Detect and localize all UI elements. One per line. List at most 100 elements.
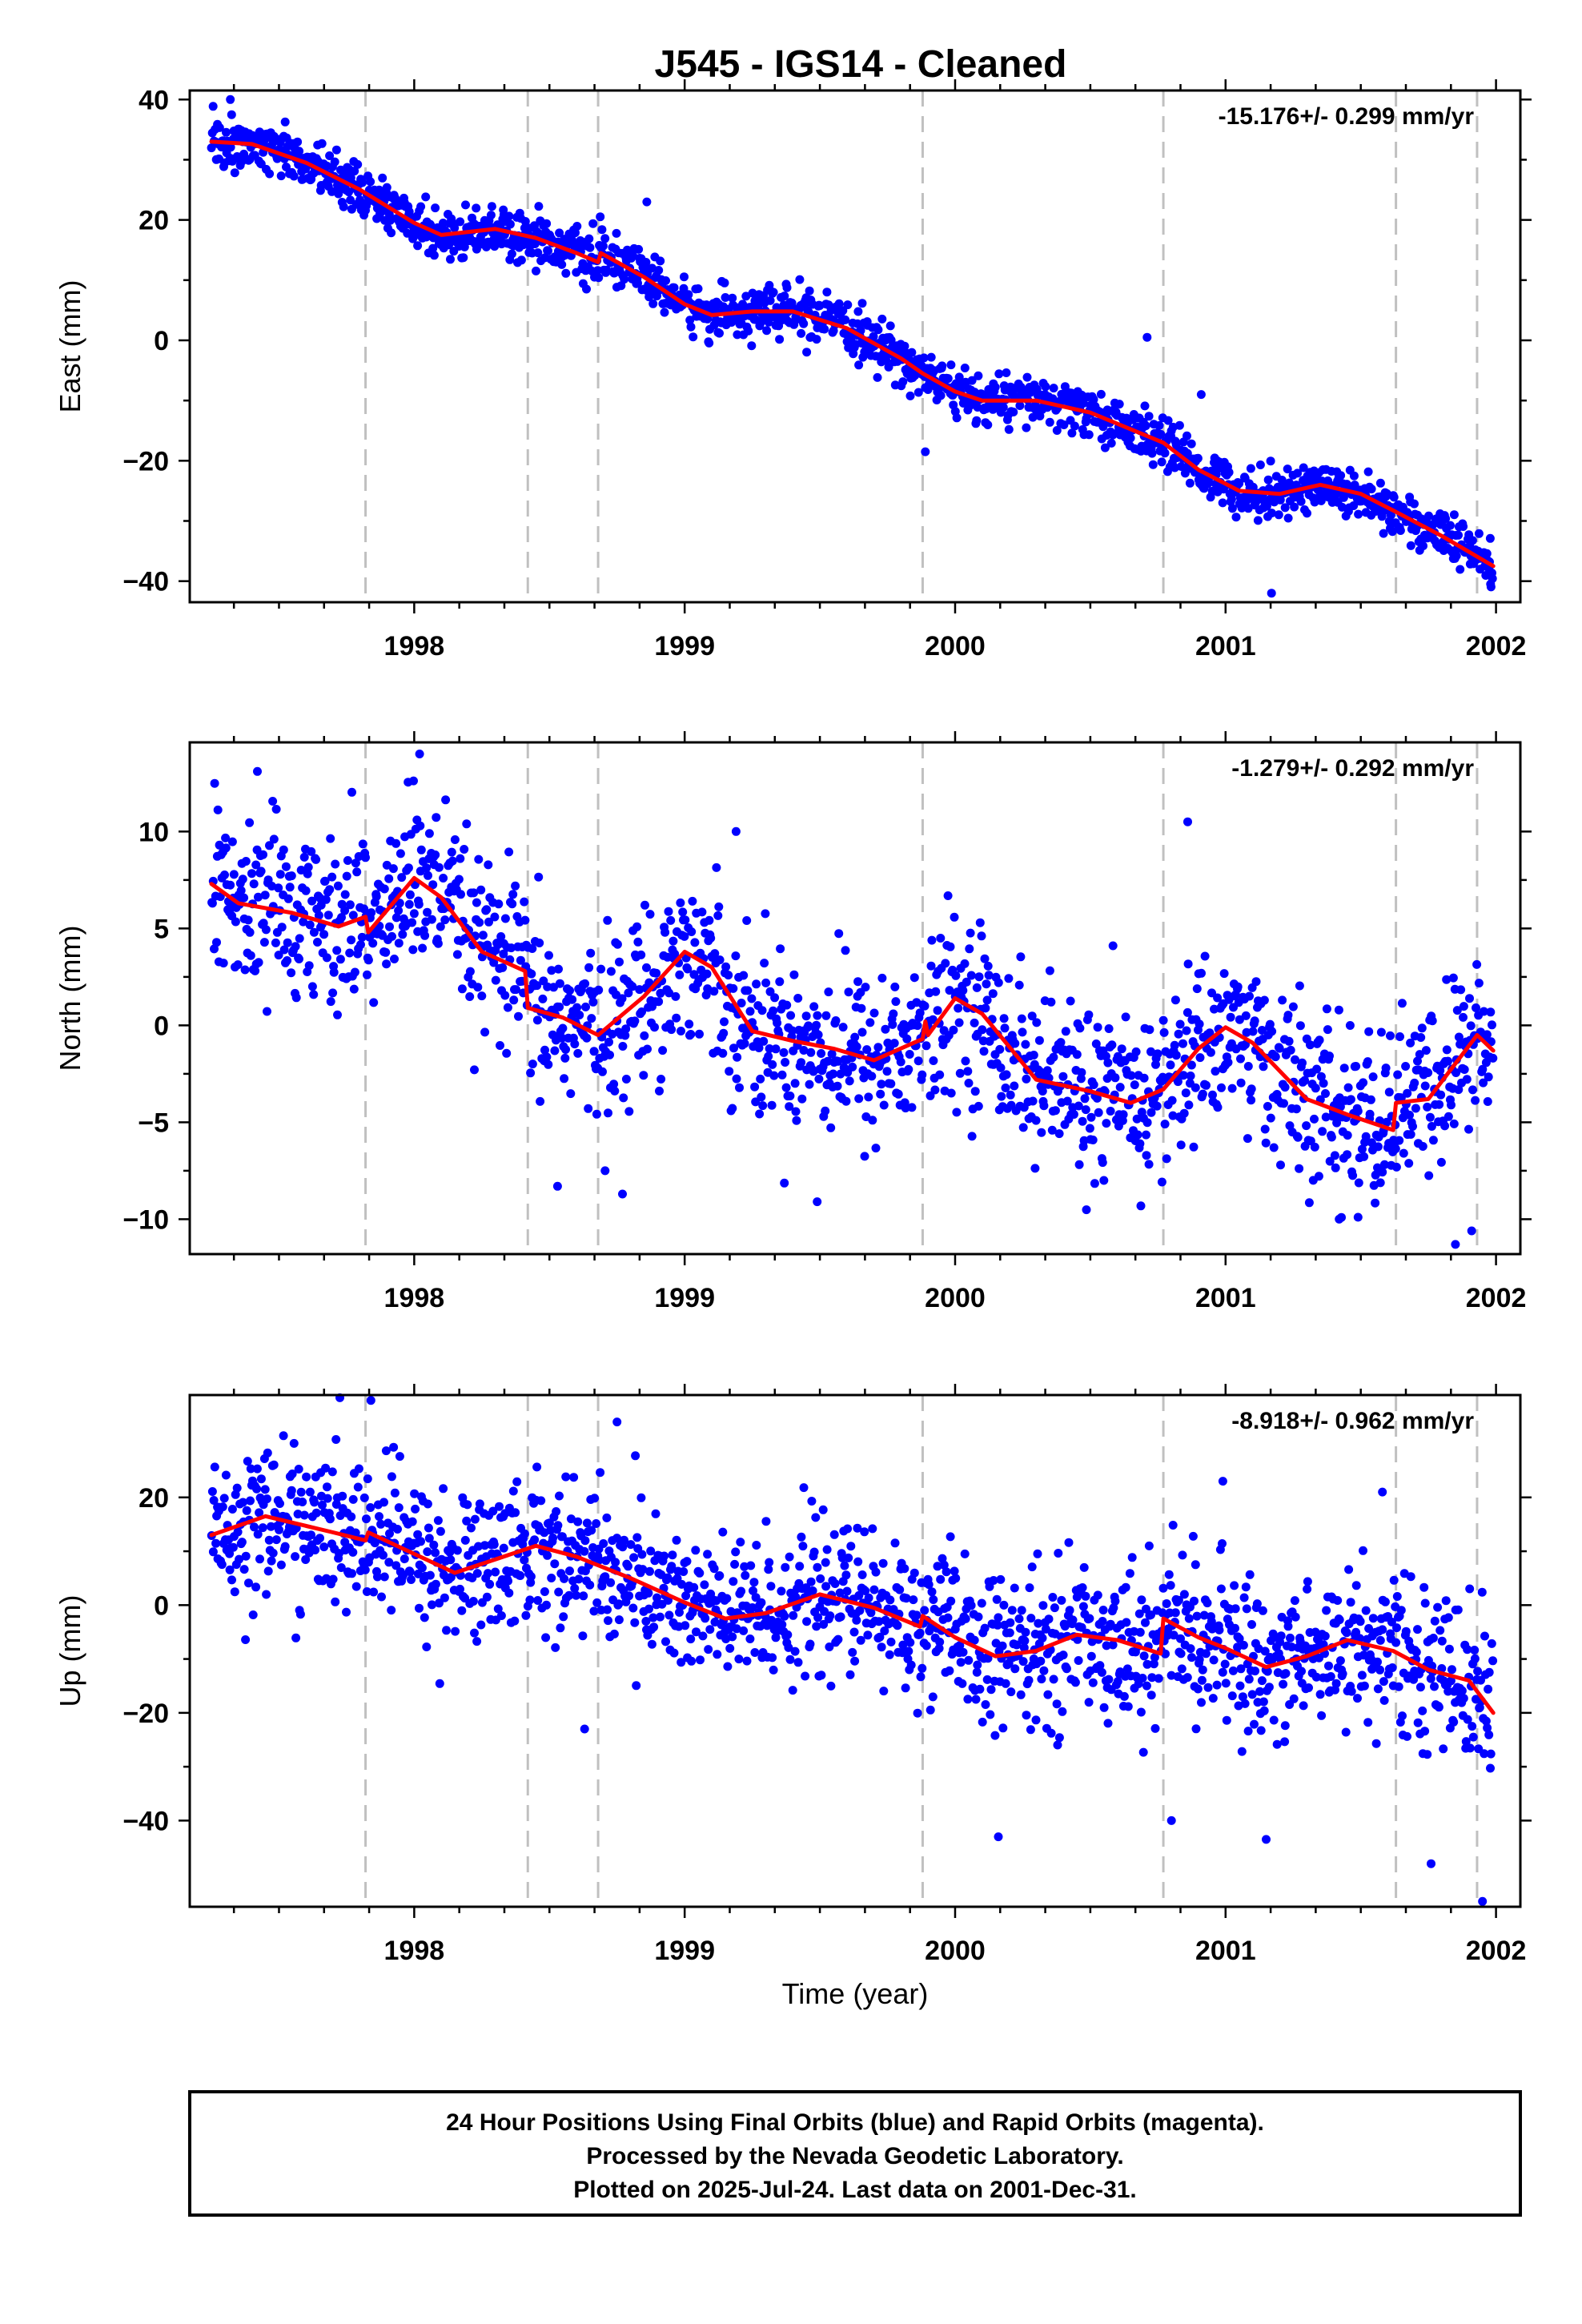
up-data-point <box>1057 1595 1066 1605</box>
north-data-point <box>769 1006 778 1015</box>
up-data-point <box>296 1487 306 1497</box>
up-data-point <box>811 1513 821 1522</box>
up-data-point <box>1406 1572 1415 1582</box>
north-data-point <box>415 750 424 758</box>
up-data-point <box>1346 1598 1355 1607</box>
north-data-point <box>1271 1052 1280 1062</box>
east-data-point <box>230 168 239 178</box>
north-data-point <box>482 905 492 915</box>
up-data-point <box>1257 1676 1267 1686</box>
north-data-point <box>1004 974 1014 983</box>
up-data-point <box>250 1522 259 1532</box>
north-data-point <box>1098 1158 1107 1168</box>
east-data-point <box>1185 478 1195 488</box>
up-data-point <box>1333 1596 1343 1605</box>
north-data-point <box>690 938 700 947</box>
north-data-point <box>1179 1108 1189 1118</box>
east-data-point <box>660 308 669 317</box>
north-data-point <box>965 944 974 954</box>
up-data-point <box>1250 1719 1259 1729</box>
north-data-point <box>615 957 624 967</box>
up-data-point <box>1418 1706 1427 1715</box>
north-data-point <box>256 866 266 876</box>
east-data-point <box>1468 536 1477 545</box>
north-data-point <box>1260 1124 1270 1134</box>
north-data-point <box>557 1033 567 1043</box>
north-data-point <box>893 1089 903 1099</box>
up-data-point <box>1068 1615 1078 1625</box>
up-data-point <box>1283 1622 1293 1631</box>
east-data-point <box>350 167 359 176</box>
up-data-point <box>347 1512 356 1522</box>
up-data-point <box>258 1523 267 1533</box>
up-data-point <box>993 1620 1002 1630</box>
up-data-point <box>1177 1664 1186 1674</box>
east-x-tick-label: 2002 <box>1466 631 1527 661</box>
north-data-point <box>409 909 419 919</box>
up-data-point <box>602 1513 612 1522</box>
up-data-point <box>241 1551 251 1561</box>
north-data-point <box>650 1023 659 1032</box>
north-data-point <box>226 880 235 890</box>
up-data-point <box>1138 1747 1148 1757</box>
up-data-point <box>822 1545 832 1554</box>
east-data-point <box>387 228 396 238</box>
up-data-point <box>493 1604 503 1614</box>
north-data-point <box>930 1085 940 1095</box>
north-data-point <box>1103 1058 1113 1068</box>
north-data-point <box>390 955 399 963</box>
up-data-point <box>520 1529 529 1538</box>
north-data-point <box>715 955 725 965</box>
up-data-point <box>644 1588 653 1598</box>
north-data-point <box>240 965 250 975</box>
up-data-point <box>700 1580 709 1590</box>
north-data-point <box>676 898 685 907</box>
east-data-point <box>404 207 414 216</box>
north-data-point <box>712 862 721 872</box>
east-data-point <box>1163 416 1173 425</box>
up-data-point <box>1041 1624 1050 1634</box>
north-data-point <box>769 1071 779 1080</box>
east-data-point <box>1253 516 1263 525</box>
north-data-point <box>731 826 741 836</box>
north-data-point <box>1395 1032 1404 1041</box>
north-data-point <box>418 943 428 953</box>
north-data-point <box>779 1047 789 1057</box>
north-data-point <box>274 883 283 893</box>
up-data-point <box>425 1570 435 1580</box>
up-data-point <box>1095 1661 1105 1671</box>
north-data-point <box>1115 1083 1125 1092</box>
north-data-point <box>755 1109 765 1119</box>
up-data-point <box>737 1586 746 1596</box>
east-data-point <box>1004 424 1014 434</box>
north-data-point <box>1236 1054 1245 1063</box>
north-data-point <box>1099 1176 1109 1185</box>
up-data-point <box>1287 1642 1296 1652</box>
up-data-point <box>784 1642 793 1652</box>
up-data-point <box>981 1700 990 1709</box>
north-data-point <box>1306 1040 1315 1050</box>
east-data-point <box>1406 541 1415 550</box>
up-data-point <box>521 1610 531 1620</box>
north-data-point <box>1266 1113 1275 1123</box>
north-data-point <box>1295 1021 1305 1031</box>
north-data-point <box>1465 994 1474 1003</box>
north-data-point <box>371 892 381 901</box>
up-data-point <box>554 1587 564 1597</box>
north-data-point <box>786 1011 796 1020</box>
north-data-point <box>1483 1097 1492 1106</box>
north-data-point <box>982 995 992 1005</box>
north-data-point <box>1343 1083 1353 1092</box>
north-data-point <box>1284 1036 1294 1046</box>
up-data-point <box>354 1464 363 1474</box>
up-data-point <box>452 1546 462 1555</box>
up-data-point <box>1289 1694 1299 1703</box>
up-data-point <box>1276 1631 1286 1641</box>
east-data-point <box>919 353 929 363</box>
up-data-point <box>826 1681 836 1691</box>
up-data-point <box>766 1582 776 1591</box>
up-data-point <box>816 1574 825 1583</box>
up-data-point <box>457 1606 467 1615</box>
up-data-point <box>630 1618 640 1627</box>
north-data-point <box>456 854 465 863</box>
